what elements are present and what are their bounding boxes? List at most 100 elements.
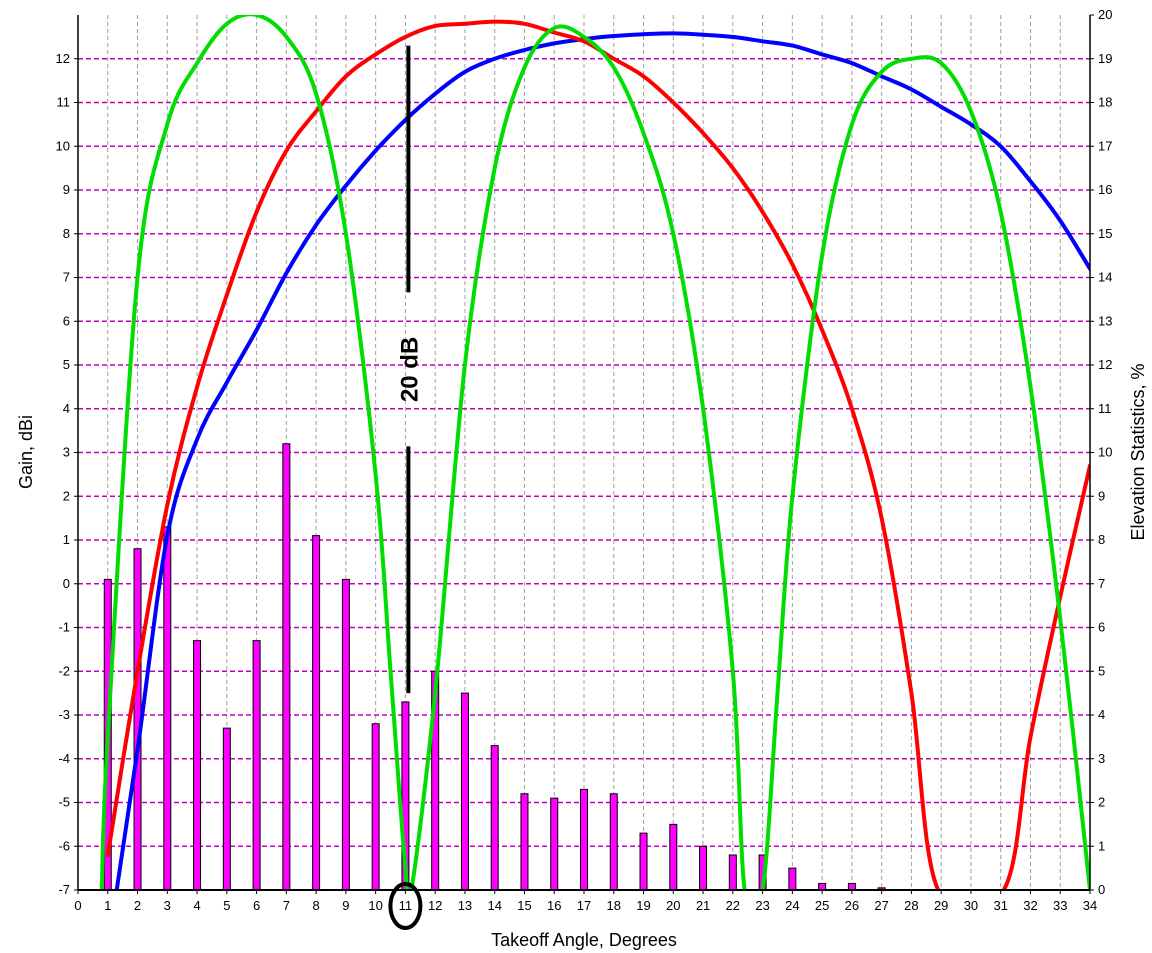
- y2-tick-label: 5: [1098, 663, 1105, 678]
- y-tick-label: 1: [63, 532, 70, 547]
- x-tick-label: 27: [874, 898, 888, 913]
- y-tick-label: 7: [63, 270, 70, 285]
- x-tick-label: 3: [164, 898, 171, 913]
- y2-tick-label: 19: [1098, 51, 1112, 66]
- x-tick-label: 24: [785, 898, 799, 913]
- elevation-bars: [103, 443, 886, 891]
- bar: [222, 727, 231, 891]
- y-tick-label: 8: [63, 226, 70, 241]
- y-tick-label: 0: [63, 576, 70, 591]
- y2-tick-label: 4: [1098, 707, 1105, 722]
- y2-tick-label: 9: [1098, 488, 1105, 503]
- bar: [282, 443, 291, 891]
- x-tick-labels: 0 1 2 3 4 5 6 7 8 9 10 11 12 13 14 15 16 17 18 19 20 21 22 23 24…: [74, 890, 1097, 913]
- x-tick-label: 12: [428, 898, 442, 913]
- x-tick-label: 21: [696, 898, 710, 913]
- bar: [728, 854, 737, 891]
- bar: [460, 692, 469, 891]
- bar: [371, 723, 380, 891]
- y-tick-label: -7: [58, 882, 70, 897]
- x-tick-label: 19: [636, 898, 650, 913]
- y-tick-label: 4: [63, 401, 70, 416]
- x-tick-label: 13: [458, 898, 472, 913]
- y2-tick-label: 18: [1098, 95, 1112, 110]
- y2-tick-label: 10: [1098, 445, 1112, 460]
- x-tick-label: 16: [547, 898, 561, 913]
- y-tick-label: -4: [58, 751, 70, 766]
- annotations: 20 dB: [388, 45, 423, 930]
- x-tick-label: 0: [74, 898, 81, 913]
- x-tick-label: 5: [223, 898, 230, 913]
- y-tick-label: 5: [63, 357, 70, 372]
- y-tick-label: -5: [58, 795, 70, 810]
- y2-tick-label: 1: [1098, 838, 1105, 853]
- series-line: [99, 15, 1090, 890]
- x-tick-label: 23: [755, 898, 769, 913]
- y-tick-label: 6: [63, 313, 70, 328]
- y2-axis-title: Elevation Statistics, %: [1128, 363, 1148, 540]
- x-tick-label: 33: [1053, 898, 1067, 913]
- y-tick-label: 9: [63, 182, 70, 197]
- y2-tick-label: 8: [1098, 532, 1105, 547]
- x-tick-label: 20: [666, 898, 680, 913]
- y-tick-label: 2: [63, 488, 70, 503]
- y-tick-label: 12: [56, 51, 70, 66]
- bar: [699, 845, 708, 891]
- y-tick-label: -1: [58, 620, 70, 635]
- x-tick-label: 10: [368, 898, 382, 913]
- x-axis-title: Takeoff Angle, Degrees: [491, 930, 677, 950]
- x-tick-label: 17: [577, 898, 591, 913]
- y-tick-label: -6: [58, 838, 70, 853]
- x-tick-label: 29: [934, 898, 948, 913]
- x-tick-label: 34: [1083, 898, 1097, 913]
- y2-tick-label: 3: [1098, 751, 1105, 766]
- grid: [78, 15, 1090, 890]
- y2-tick-label: 14: [1098, 270, 1112, 285]
- bar: [580, 788, 588, 891]
- bar: [163, 526, 172, 891]
- x-tick-label: 18: [607, 898, 621, 913]
- y2-tick-label: 7: [1098, 576, 1105, 591]
- x-tick-label: 6: [253, 898, 260, 913]
- y-tick-label: 10: [56, 138, 70, 153]
- x-tick-label: 4: [193, 898, 200, 913]
- y2-tick-label: 6: [1098, 620, 1105, 635]
- y2-tick-label: 12: [1098, 357, 1112, 372]
- y2-tick-label: 11: [1098, 401, 1112, 416]
- annotation-label: 20 dB: [396, 337, 423, 402]
- bar: [312, 535, 321, 891]
- x-tick-label: 25: [815, 898, 829, 913]
- y2-tick-label: 0: [1098, 882, 1105, 897]
- x-tick-label: 31: [993, 898, 1007, 913]
- x-tick-label: 26: [845, 898, 859, 913]
- bar: [609, 793, 618, 891]
- y-axis-title: Gain, dBi: [16, 415, 36, 489]
- annotation-circle: [388, 882, 423, 930]
- bar: [788, 867, 797, 891]
- y2-tick-label: 13: [1098, 313, 1112, 328]
- bar: [341, 578, 350, 891]
- x-tick-label: 32: [1023, 898, 1037, 913]
- x-tick-label: 1: [104, 898, 111, 913]
- y2-tick-label: 17: [1098, 138, 1112, 153]
- y-tick-label: -2: [58, 663, 70, 678]
- bar: [669, 823, 678, 891]
- bar: [193, 640, 202, 891]
- x-tick-label: 28: [904, 898, 918, 913]
- x-tick-label: 2: [134, 898, 141, 913]
- x-tick-label: 8: [313, 898, 320, 913]
- y2-tick-label: 2: [1098, 795, 1105, 810]
- series-line: [105, 19, 1090, 890]
- x-tick-label: 11: [399, 898, 413, 913]
- x-tick-label: 7: [283, 898, 290, 913]
- gain-curves: [99, 15, 1090, 890]
- y2-tick-label: 15: [1098, 226, 1112, 241]
- x-tick-label: 9: [342, 898, 349, 913]
- bar: [252, 640, 261, 891]
- x-tick-label: 15: [517, 898, 531, 913]
- y-tick-label: 3: [63, 445, 70, 460]
- x-tick-label: 14: [487, 898, 501, 913]
